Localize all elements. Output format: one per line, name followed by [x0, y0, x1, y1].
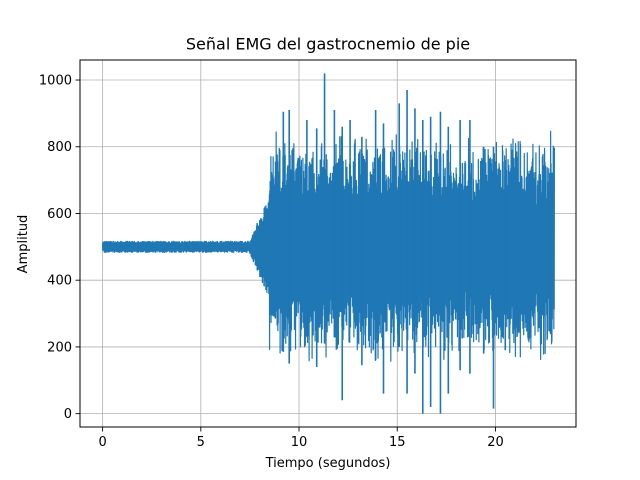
y-tick-label: 1000	[39, 74, 72, 89]
y-tick-label: 600	[47, 207, 72, 222]
x-tick-label: 20	[487, 435, 504, 450]
y-tick-label: 800	[47, 140, 72, 155]
y-tick-label: 200	[47, 340, 72, 355]
y-tick-label: 0	[64, 407, 72, 422]
y-tick-label: 400	[47, 274, 72, 289]
emg-signal-line	[101, 130, 555, 362]
x-tick-label: 0	[98, 435, 106, 450]
x-tick-label: 5	[197, 435, 205, 450]
y-axis-label: Amplitud	[16, 215, 31, 274]
chart-title: Señal EMG del gastrocnemio de pie	[186, 35, 470, 54]
axes-frame	[79, 59, 577, 428]
x-tick-label: 15	[389, 435, 406, 450]
x-tick-label: 10	[291, 435, 308, 450]
x-axis-label: Tiempo (segundos)	[265, 456, 391, 471]
plot-area	[101, 73, 555, 414]
